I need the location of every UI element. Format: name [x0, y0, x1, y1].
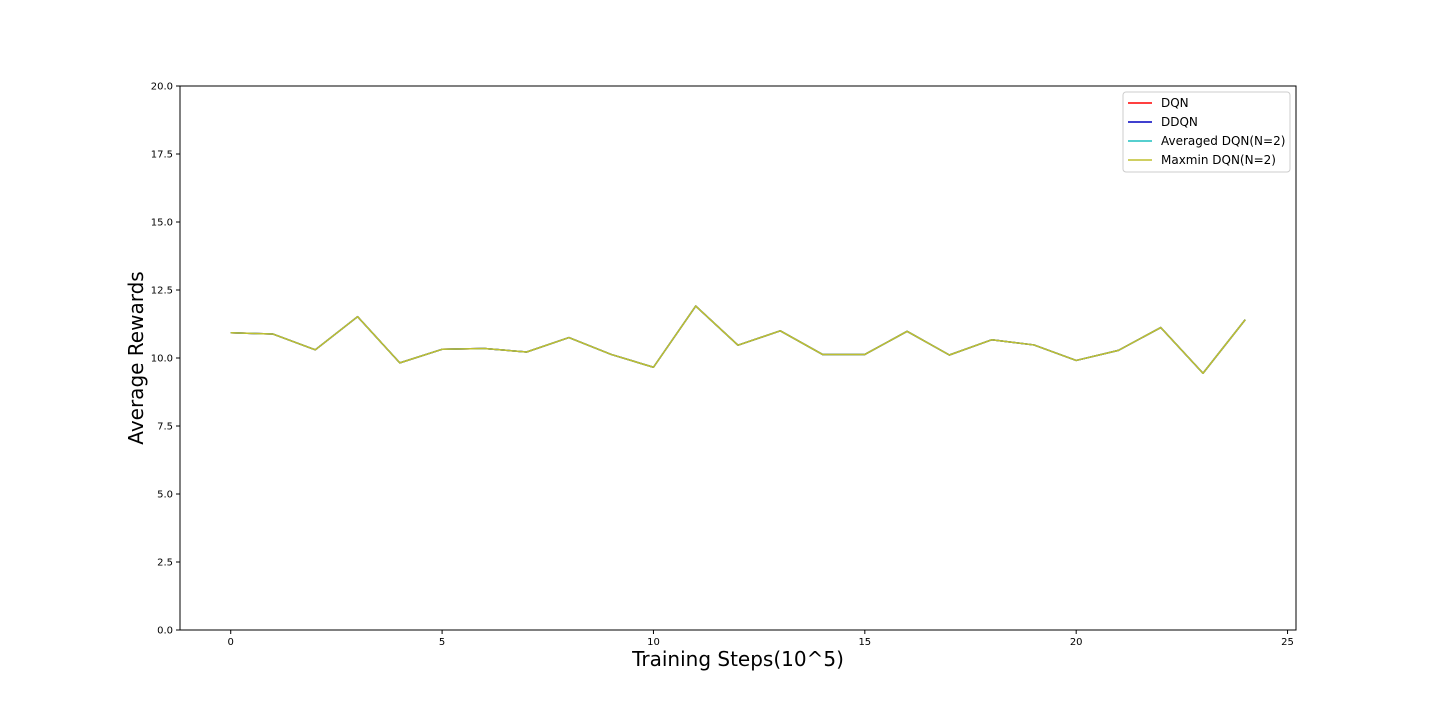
x-tick-label: 5: [439, 637, 445, 648]
y-tick-label: 10.0: [151, 354, 173, 365]
x-tick-label: 0: [228, 637, 234, 648]
y-tick-label: 20.0: [151, 82, 173, 93]
y-tick-label: 12.5: [151, 286, 173, 297]
series-line-3: [230, 305, 1246, 374]
y-tick-label: 2.5: [157, 558, 173, 569]
x-axis-label: Training Steps(10^5): [631, 647, 844, 671]
x-tick-label: 15: [858, 637, 871, 648]
legend-label: Averaged DQN(N=2): [1161, 134, 1285, 148]
y-tick-label: 0.0: [157, 626, 173, 637]
legend-label: Maxmin DQN(N=2): [1161, 153, 1276, 167]
x-tick-label: 20: [1070, 637, 1083, 648]
y-tick-label: 17.5: [151, 150, 173, 161]
x-tick-label: 10: [647, 637, 660, 648]
y-axis-ticks: 0.0 2.5 5.0 7.5 10.0 12.5 15.0 17.5 20.0: [151, 82, 180, 637]
y-tick-label: 5.0: [157, 490, 173, 501]
series-line-1: [230, 305, 1246, 374]
y-tick-label: 15.0: [151, 218, 173, 229]
legend-box: [1122, 91, 1291, 173]
series-line-0: [230, 305, 1246, 374]
series-layer: [230, 305, 1246, 374]
legend-label: DQN: [1161, 96, 1189, 110]
series-line-2: [230, 305, 1246, 374]
y-axis-label: Average Rewards: [124, 271, 148, 444]
legend: DQN DDQN Averaged DQN(N=2) Maxmin DQN(N=2): [1122, 91, 1291, 173]
y-tick-label: 7.5: [157, 422, 173, 433]
legend-label: DDQN: [1161, 115, 1198, 129]
x-axis-ticks: 0 5 10 15 20 25: [228, 630, 1294, 648]
x-tick-label: 25: [1281, 637, 1294, 648]
